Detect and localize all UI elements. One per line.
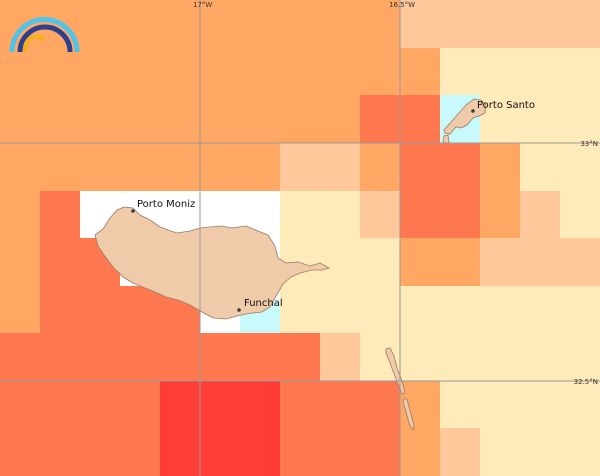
lat-label-33n: 33°N — [580, 140, 598, 148]
grid-cell — [280, 191, 360, 238]
grid-cell — [480, 428, 600, 476]
grid-cell — [440, 428, 480, 476]
grid-cell — [280, 143, 360, 191]
desertas-island — [402, 398, 415, 431]
madeira-island — [94, 206, 331, 320]
grid-cell — [400, 0, 600, 48]
lat-label-32-5n: 32.5°N — [574, 378, 598, 386]
grid-cell — [400, 238, 480, 286]
grid-cell — [400, 286, 600, 381]
porto-moniz-marker[interactable] — [131, 209, 135, 213]
grid-cell — [520, 191, 560, 238]
lon-label-16-5w: 16.5°W — [389, 1, 415, 9]
grid-cell — [440, 381, 600, 428]
place-label-funchal: Funchal — [244, 298, 283, 309]
funchal-marker[interactable] — [237, 308, 241, 312]
logo-arc-middle — [17, 24, 73, 53]
porto-santo-marker[interactable] — [471, 109, 475, 113]
grid-cell — [400, 381, 440, 476]
place-label-porto-santo: Porto Santo — [477, 100, 535, 111]
place-label-porto-moniz: Porto Moniz — [137, 199, 195, 210]
grid-cell — [520, 143, 600, 191]
grid-cell — [360, 143, 400, 191]
logo-arc-inner — [23, 34, 46, 53]
grid-cell — [480, 238, 600, 286]
grid-cell — [0, 333, 320, 381]
rainbow-arc-logo — [9, 17, 80, 53]
grid-cell — [280, 238, 400, 333]
porto-santo-island — [443, 98, 487, 135]
grid-cell — [0, 381, 160, 476]
grid-cell — [560, 191, 600, 238]
grid-cell — [280, 381, 400, 476]
grid-cell — [40, 191, 80, 333]
lon-label-17w: 17°W — [193, 1, 212, 9]
logo-arc-outer — [9, 17, 80, 53]
grid-cell — [160, 381, 280, 476]
grid-cell — [400, 143, 480, 238]
grid-cell — [320, 333, 360, 381]
grid-cell — [360, 191, 400, 238]
grid-cell — [480, 143, 520, 238]
